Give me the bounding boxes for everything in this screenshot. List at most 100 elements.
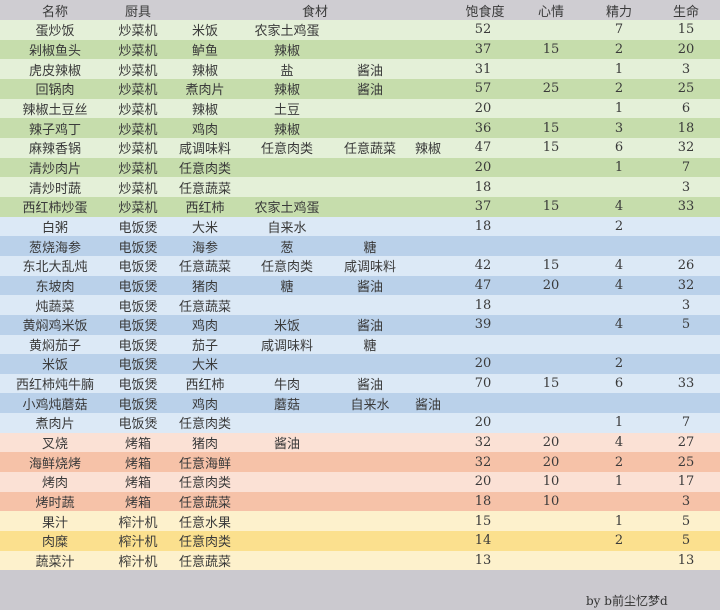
cell-ingredient-2: 酱油 bbox=[273, 437, 301, 453]
cell-ingredient-2: 辣椒 bbox=[273, 43, 301, 59]
cell-energy: 1 bbox=[614, 100, 624, 116]
cell-satiety: 18 bbox=[474, 494, 492, 510]
cell-life: 5 bbox=[681, 533, 691, 549]
cell-ingredient-3: 酱油 bbox=[356, 63, 384, 79]
cell-satiety: 31 bbox=[474, 61, 492, 77]
cell-energy: 4 bbox=[614, 277, 624, 293]
cell-name: 辣子鸡丁 bbox=[28, 122, 82, 138]
cell-ingredient-1: 任意水果 bbox=[178, 515, 232, 531]
cell-ingredient-4: 辣椒 bbox=[414, 142, 442, 158]
cell-name: 西红柿炒蛋 bbox=[22, 201, 88, 217]
table-row: 肉糜 榨汁机 任意肉类 14 2 5 bbox=[0, 531, 720, 551]
cell-ingredient-1: 鲈鱼 bbox=[191, 43, 219, 59]
table-row: 米饭 电饭煲 大米 20 2 bbox=[0, 354, 720, 374]
table-row: 黄焖鸡米饭 电饭煲 鸡肉 米饭 酱油 39 4 5 bbox=[0, 314, 720, 335]
cell-mood: 15 bbox=[542, 120, 560, 136]
cell-ingredient-1: 任意蔬菜 bbox=[178, 555, 232, 571]
cell-ingredient-1: 咸调味料 bbox=[178, 142, 232, 158]
table-row: 炖蔬菜 电饭煲 任意蔬菜 18 3 bbox=[0, 295, 720, 315]
table-row: 蔬菜汁 榨汁机 任意蔬菜 13 13 bbox=[0, 550, 720, 571]
cell-ingredient-1: 海参 bbox=[191, 240, 219, 256]
cell-satiety: 20 bbox=[474, 356, 492, 372]
cell-satiety: 13 bbox=[474, 553, 492, 569]
cell-mood: 25 bbox=[542, 81, 560, 97]
cell-tool: 烤箱 bbox=[124, 496, 152, 512]
cell-ingredient-1: 任意肉类 bbox=[178, 535, 232, 551]
cell-name: 叉烧 bbox=[41, 437, 69, 453]
credit-watermark: by b前尘忆梦d bbox=[586, 594, 668, 608]
table-body: 蛋炒饭 炒菜机 米饭 农家土鸡蛋 52 7 15 剁椒鱼头 炒菜机 鲈鱼 辣椒 37 15 2 20 虎皮辣椒… bbox=[0, 20, 720, 571]
cell-tool: 电饭煲 bbox=[118, 378, 158, 394]
table-row: 虎皮辣椒 炒菜机 辣椒 盐 酱油 31 1 3 bbox=[0, 59, 720, 79]
cell-name: 烤时蔬 bbox=[35, 496, 75, 512]
cell-ingredient-2: 辣椒 bbox=[273, 83, 301, 99]
cell-name: 果汁 bbox=[41, 515, 69, 531]
cell-ingredient-3: 酱油 bbox=[356, 83, 384, 99]
cell-satiety: 20 bbox=[474, 159, 492, 175]
cell-ingredient-1: 任意蔬菜 bbox=[178, 496, 232, 512]
cell-energy: 2 bbox=[614, 356, 624, 372]
cell-satiety: 47 bbox=[474, 277, 492, 293]
cell-ingredient-1: 辣椒 bbox=[191, 63, 219, 79]
cell-energy: 1 bbox=[614, 159, 624, 175]
cell-tool: 电饭煲 bbox=[118, 279, 158, 295]
table-row: 东北大乱炖 电饭煲 任意蔬菜 任意肉类 咸调味料 42 15 4 26 bbox=[0, 255, 720, 276]
cell-name: 黄焖鸡米饭 bbox=[22, 319, 88, 335]
cell-tool: 炒菜机 bbox=[118, 161, 158, 177]
cell-ingredient-2: 盐 bbox=[280, 63, 294, 79]
cell-name: 剁椒鱼头 bbox=[28, 43, 82, 59]
cell-ingredient-1: 茄子 bbox=[191, 338, 219, 354]
cell-ingredient-1: 鸡肉 bbox=[191, 319, 219, 335]
cell-name: 清炒时蔬 bbox=[28, 181, 82, 197]
cell-name: 海鲜烧烤 bbox=[28, 456, 82, 472]
cell-energy: 1 bbox=[614, 474, 624, 490]
cell-ingredient-1: 西红柿 bbox=[185, 378, 225, 394]
cell-ingredient-1: 煮肉片 bbox=[185, 83, 225, 99]
cell-ingredient-2: 自来水 bbox=[267, 220, 307, 236]
cell-ingredient-1: 任意肉类 bbox=[178, 476, 232, 492]
cell-mood: 20 bbox=[542, 277, 560, 293]
cell-ingredient-2: 咸调味料 bbox=[260, 338, 314, 354]
table-row: 果汁 榨汁机 任意水果 15 1 5 bbox=[0, 511, 720, 532]
table-row: 蛋炒饭 炒菜机 米饭 农家土鸡蛋 52 7 15 bbox=[0, 20, 720, 40]
cell-name: 虎皮辣椒 bbox=[28, 63, 82, 79]
table-row: 辣子鸡丁 炒菜机 鸡肉 辣椒 36 15 3 18 bbox=[0, 118, 720, 138]
cell-energy: 4 bbox=[614, 435, 624, 451]
cell-tool: 榨汁机 bbox=[118, 515, 158, 531]
cell-ingredient-3: 咸调味料 bbox=[343, 260, 397, 276]
table-row: 西红柿炒蛋 炒菜机 西红柿 农家土鸡蛋 37 15 4 33 bbox=[0, 196, 720, 217]
cell-ingredient-4: 酱油 bbox=[414, 397, 442, 413]
cell-tool: 烤箱 bbox=[124, 437, 152, 453]
cell-ingredient-3: 任意蔬菜 bbox=[343, 142, 397, 158]
cell-satiety: 47 bbox=[474, 140, 492, 156]
cell-ingredient-1: 猪肉 bbox=[191, 437, 219, 453]
table-row: 黄焖茄子 电饭煲 茄子 咸调味料 糖 bbox=[0, 334, 720, 355]
cell-tool: 电饭煲 bbox=[118, 397, 158, 413]
cell-tool: 炒菜机 bbox=[118, 63, 158, 79]
cell-energy: 3 bbox=[614, 120, 624, 136]
cell-tool: 电饭煲 bbox=[118, 299, 158, 315]
cell-satiety: 18 bbox=[474, 179, 492, 195]
header-tool: 厨具 bbox=[124, 4, 152, 20]
table-row: 剁椒鱼头 炒菜机 鲈鱼 辣椒 37 15 2 20 bbox=[0, 39, 720, 60]
cell-name: 肉糜 bbox=[41, 535, 69, 551]
cell-ingredient-1: 任意肉类 bbox=[178, 161, 232, 177]
table-row: 叉烧 烤箱 猪肉 酱油 32 20 4 27 bbox=[0, 432, 720, 453]
cell-name: 东坡肉 bbox=[35, 279, 75, 295]
cell-tool: 烤箱 bbox=[124, 456, 152, 472]
cell-tool: 烤箱 bbox=[124, 476, 152, 492]
cell-satiety: 15 bbox=[474, 513, 492, 529]
cell-ingredient-2: 土豆 bbox=[273, 102, 301, 118]
cell-life: 25 bbox=[677, 454, 695, 470]
cell-life: 3 bbox=[681, 494, 691, 510]
cell-name: 东北大乱炖 bbox=[22, 260, 88, 276]
table-row: 海鲜烧烤 烤箱 任意海鲜 32 20 2 25 bbox=[0, 452, 720, 473]
cell-life: 3 bbox=[681, 179, 691, 195]
cell-life: 17 bbox=[677, 474, 695, 490]
cell-ingredient-2: 农家土鸡蛋 bbox=[254, 201, 320, 217]
cell-life: 5 bbox=[681, 317, 691, 333]
cell-satiety: 36 bbox=[474, 120, 492, 136]
cell-mood: 15 bbox=[542, 140, 560, 156]
cell-energy: 7 bbox=[614, 22, 624, 38]
cell-mood: 10 bbox=[542, 474, 560, 490]
